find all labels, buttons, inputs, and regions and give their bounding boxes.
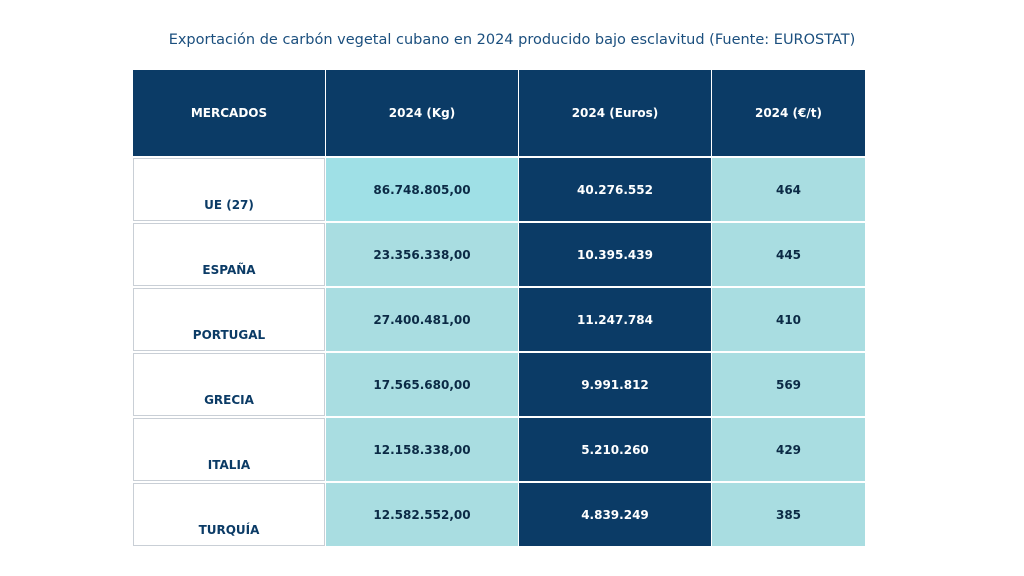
data-cell: 5.210.260 <box>519 418 711 481</box>
title: Exportación de carbón vegetal cubano en … <box>168 32 856 48</box>
data-cell: 27.400.481,00 <box>326 288 518 351</box>
row-label: GRECIA <box>133 353 325 416</box>
row-label: ITALIA <box>133 418 325 481</box>
data-cell: 10.395.439 <box>519 223 711 286</box>
data-cell: 17.565.680,00 <box>326 353 518 416</box>
data-cell: 410 <box>712 288 865 351</box>
data-cell: 40.276.552 <box>519 158 711 221</box>
data-cell: 23.356.338,00 <box>326 223 518 286</box>
data-cell: 12.158.338,00 <box>326 418 518 481</box>
row-label: TURQUÍA <box>133 483 325 546</box>
data-cell: 11.247.784 <box>519 288 711 351</box>
data-cell: 86.748.805,00 <box>326 158 518 221</box>
table: MERCADOS 2024 (Kg) 2024 (Euros) 2024 (€/t) U… <box>133 70 866 546</box>
row-label: ESPAÑA <box>133 223 325 286</box>
header-cell: 2024 (€/t) <box>712 70 865 156</box>
data-cell: 569 <box>712 353 865 416</box>
data-cell: 4.839.249 <box>519 483 711 546</box>
row-label: UE (27) <box>133 158 325 221</box>
data-cell: 464 <box>712 158 865 221</box>
header-cell: MERCADOS <box>133 70 325 156</box>
row-label: PORTUGAL <box>133 288 325 351</box>
data-cell: 445 <box>712 223 865 286</box>
header-cell: 2024 (Kg) <box>326 70 518 156</box>
data-cell: 429 <box>712 418 865 481</box>
data-cell: 385 <box>712 483 865 546</box>
data-cell: 12.582.552,00 <box>326 483 518 546</box>
data-cell: 9.991.812 <box>519 353 711 416</box>
header-cell: 2024 (Euros) <box>519 70 711 156</box>
